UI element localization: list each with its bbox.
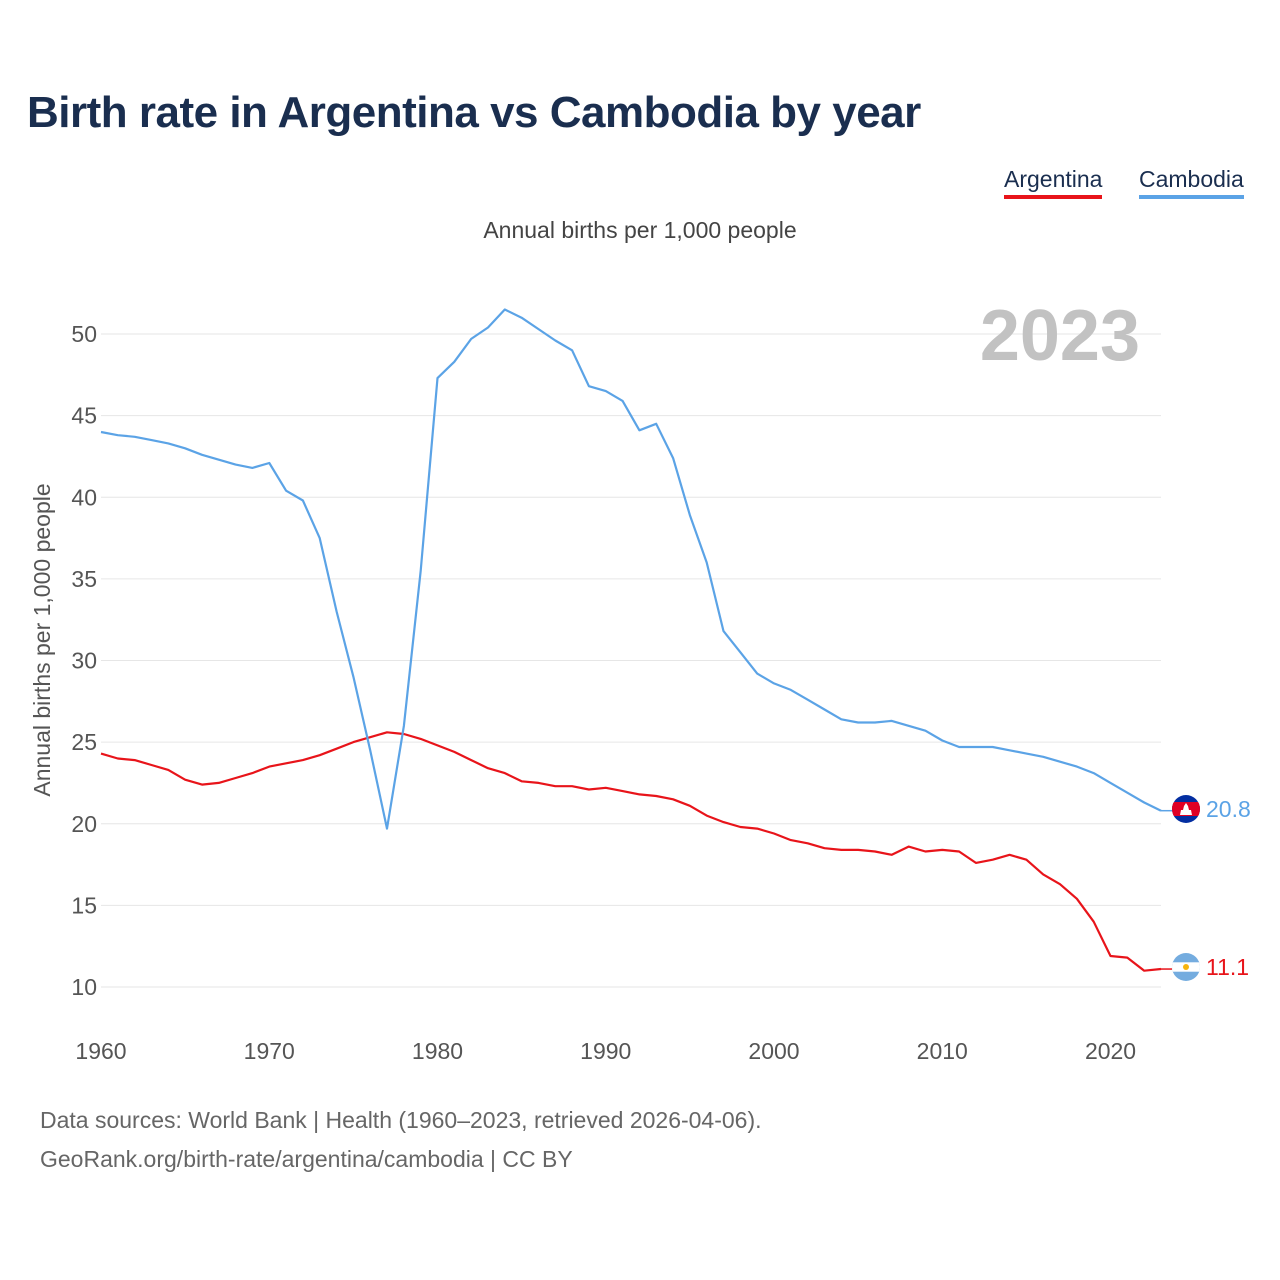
source-note: Data sources: World Bank | Health (1960–… xyxy=(40,1107,762,1133)
x-tick-label-2020: 2020 xyxy=(1085,1038,1136,1064)
y-tick-label-20: 20 xyxy=(71,811,97,837)
legend-item-cambodia[interactable]: Cambodia xyxy=(1139,166,1244,199)
x-tick-label-1990: 1990 xyxy=(580,1038,631,1064)
y-tick-label-35: 35 xyxy=(71,566,97,592)
y-tick-label-25: 25 xyxy=(71,729,97,755)
chart-title: Birth rate in Argentina vs Cambodia by y… xyxy=(27,88,921,137)
series-line-argentina xyxy=(100,731,1162,972)
x-tick-label-2000: 2000 xyxy=(748,1038,799,1064)
x-tick-label-1960: 1960 xyxy=(75,1038,126,1064)
credit-link[interactable]: GeoRank.org/birth-rate/argentina/cambodi… xyxy=(40,1146,573,1172)
line-chart: 10 15 20 25 30 35 40 45 50 1960 1970 1980 1990 2000 2… xyxy=(29,296,1251,1064)
legend-swatch-argentina xyxy=(1004,195,1103,199)
y-tick-label-45: 45 xyxy=(71,403,97,429)
y-tick-label-40: 40 xyxy=(71,484,97,510)
y-tick-label-15: 15 xyxy=(71,892,97,918)
x-tick-label-2010: 2010 xyxy=(917,1038,968,1064)
y-tick-label-50: 50 xyxy=(71,321,97,347)
y-tick-label-30: 30 xyxy=(71,648,97,674)
end-label-cambodia: 20.8 xyxy=(1206,796,1251,822)
legend-item-argentina[interactable]: Argentina xyxy=(1004,166,1103,199)
x-tick-label-1970: 1970 xyxy=(244,1038,295,1064)
year-watermark: 2023 xyxy=(980,296,1140,376)
legend-swatch-cambodia xyxy=(1139,195,1244,199)
argentina-flag-icon xyxy=(1172,953,1200,981)
series-line-cambodia xyxy=(100,308,1162,830)
legend-label-argentina: Argentina xyxy=(1004,166,1103,192)
cambodia-flag-icon xyxy=(1172,795,1200,823)
end-label-argentina: 11.1 xyxy=(1206,954,1249,980)
y-tick-label-10: 10 xyxy=(71,974,97,1000)
y-axis-label: Annual births per 1,000 people xyxy=(29,483,55,796)
legend-label-cambodia: Cambodia xyxy=(1139,166,1244,192)
x-tick-label-1980: 1980 xyxy=(412,1038,463,1064)
chart-subtitle: Annual births per 1,000 people xyxy=(483,217,797,243)
